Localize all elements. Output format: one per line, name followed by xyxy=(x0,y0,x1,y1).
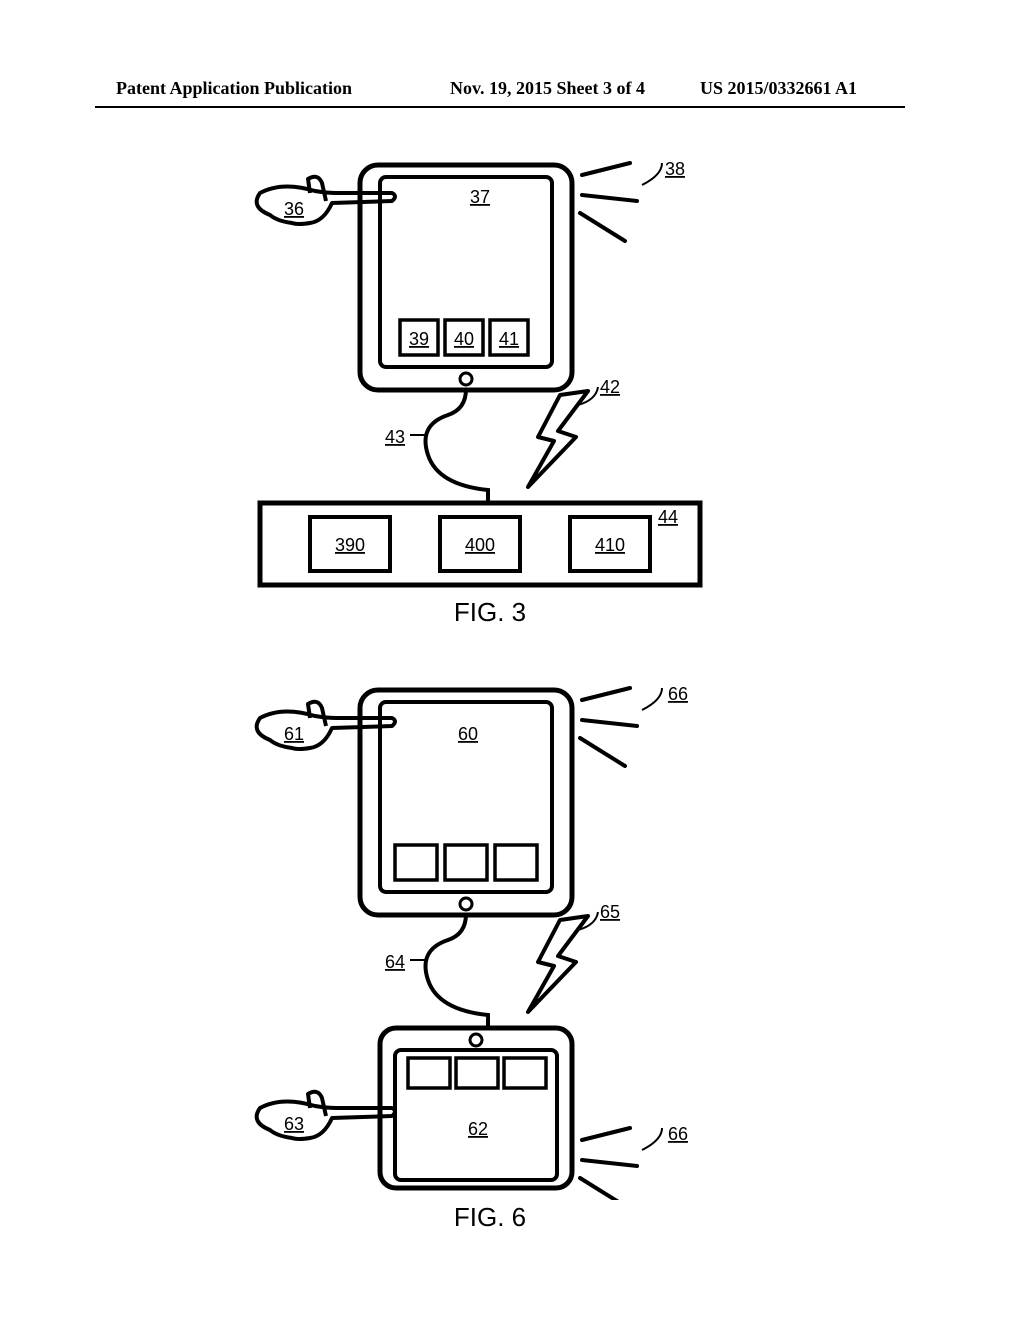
figure-6: 61 60 66 65 64 62 63 66 FIG. 6 xyxy=(230,680,750,1240)
ref-400: 400 xyxy=(465,535,495,555)
ref-60: 60 xyxy=(458,724,478,744)
ref-62: 62 xyxy=(468,1119,488,1139)
ref-37: 37 xyxy=(470,187,490,207)
ref-40: 40 xyxy=(454,329,474,349)
figure-3: 36 37 38 39 40 41 42 43 44 390 400 410 F… xyxy=(210,155,770,630)
ref-65: 65 xyxy=(600,902,620,922)
header-left: Patent Application Publication xyxy=(116,78,352,99)
header-divider xyxy=(95,106,905,108)
ref-42: 42 xyxy=(600,377,620,397)
ref-63: 63 xyxy=(284,1114,304,1134)
ref-36: 36 xyxy=(284,199,304,219)
ref-66a: 66 xyxy=(668,684,688,704)
header-right: US 2015/0332661 A1 xyxy=(700,78,857,99)
ref-44: 44 xyxy=(658,507,678,527)
ref-66b: 66 xyxy=(668,1124,688,1144)
ref-41: 41 xyxy=(499,329,519,349)
ref-43: 43 xyxy=(385,427,405,447)
header-center: Nov. 19, 2015 Sheet 3 of 4 xyxy=(450,78,645,99)
ref-39: 39 xyxy=(409,329,429,349)
fig3-caption: FIG. 3 xyxy=(210,597,770,628)
ref-64: 64 xyxy=(385,952,405,972)
fig6-caption: FIG. 6 xyxy=(230,1202,750,1233)
ref-410: 410 xyxy=(595,535,625,555)
ref-61: 61 xyxy=(284,724,304,744)
ref-38: 38 xyxy=(665,159,685,179)
ref-390: 390 xyxy=(335,535,365,555)
